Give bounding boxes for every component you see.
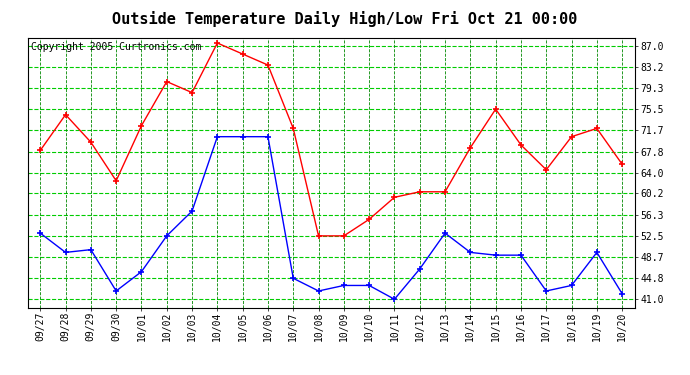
- Text: Outside Temperature Daily High/Low Fri Oct 21 00:00: Outside Temperature Daily High/Low Fri O…: [112, 11, 578, 27]
- Text: Copyright 2005 Curtronics.com: Copyright 2005 Curtronics.com: [30, 42, 201, 51]
